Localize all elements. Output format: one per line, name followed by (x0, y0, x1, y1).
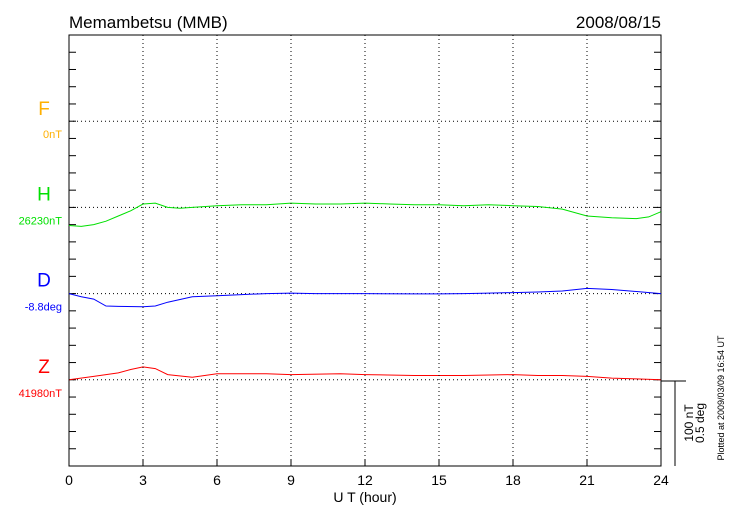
baseline-value-d: -8.8deg (25, 302, 62, 314)
baseline-value-z: 41980nT (19, 388, 63, 400)
chart-title: Memambetsu (MMB) (69, 13, 228, 32)
x-tick-label: 24 (653, 472, 669, 488)
baseline-value-f: 0nT (43, 129, 62, 141)
chart-date: 2008/08/15 (576, 13, 661, 32)
trace-z (68, 366, 662, 381)
x-tick-label: 18 (505, 472, 521, 488)
trace-h (68, 202, 662, 227)
series-name-f: F (38, 99, 50, 120)
series-name-d: D (37, 271, 51, 292)
x-axis-label: U T (hour) (333, 489, 396, 505)
series-name-z: Z (38, 357, 50, 378)
x-tick-label: 3 (139, 472, 147, 488)
x-tick-label: 12 (357, 472, 373, 488)
trace-d (68, 287, 662, 308)
scale-bar-label-nt: 100 nT (682, 404, 696, 442)
baseline-value-h: 26230nT (19, 215, 63, 227)
x-tick-label: 21 (579, 472, 595, 488)
x-tick-label: 15 (431, 472, 447, 488)
scale-bar-label-deg: 0.5 deg (693, 403, 707, 443)
x-tick-label: 0 (65, 472, 73, 488)
series-name-h: H (37, 184, 51, 205)
x-tick-label: 9 (287, 472, 295, 488)
plotted-at-footer: Plotted at 2009/03/09 16:54 UT (716, 335, 726, 461)
x-tick-label: 6 (213, 472, 221, 488)
